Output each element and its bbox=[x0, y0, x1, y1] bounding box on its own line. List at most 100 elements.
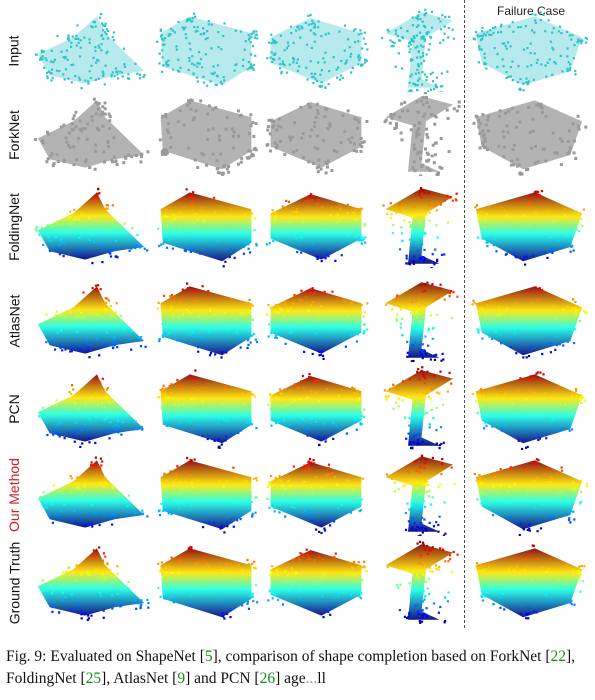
point bbox=[481, 34, 484, 37]
point bbox=[422, 563, 425, 566]
point bbox=[426, 391, 429, 394]
point bbox=[358, 510, 361, 513]
point bbox=[89, 433, 92, 436]
point bbox=[393, 127, 397, 130]
point bbox=[415, 100, 419, 104]
point bbox=[580, 394, 583, 397]
point bbox=[281, 484, 284, 487]
point bbox=[69, 350, 72, 353]
point bbox=[564, 600, 567, 603]
point bbox=[311, 195, 314, 198]
point bbox=[92, 512, 95, 515]
citation-link[interactable]: 25 bbox=[85, 670, 102, 687]
point bbox=[288, 135, 292, 139]
point bbox=[80, 613, 83, 616]
point bbox=[441, 548, 445, 551]
point bbox=[106, 50, 109, 53]
point bbox=[202, 583, 205, 586]
point bbox=[90, 461, 93, 464]
point bbox=[526, 65, 529, 68]
point bbox=[277, 124, 281, 128]
point bbox=[354, 28, 357, 31]
citation-link[interactable]: 22 bbox=[550, 648, 567, 665]
citation-link[interactable]: 26 bbox=[259, 670, 276, 687]
point bbox=[88, 573, 91, 576]
point bbox=[222, 615, 225, 618]
point bbox=[78, 477, 81, 481]
shape-body bbox=[160, 286, 252, 356]
point bbox=[229, 298, 232, 301]
point bbox=[88, 38, 91, 41]
point bbox=[425, 607, 428, 610]
point bbox=[530, 556, 534, 559]
point bbox=[207, 23, 210, 26]
point bbox=[504, 501, 507, 504]
point bbox=[123, 63, 126, 66]
figure-caption: Fig. 9: Evaluated on ShapeNet [5], compa… bbox=[6, 648, 576, 687]
point bbox=[544, 159, 548, 163]
point bbox=[423, 467, 426, 470]
point bbox=[128, 249, 131, 252]
point bbox=[435, 85, 438, 89]
point bbox=[301, 27, 304, 30]
point bbox=[478, 146, 482, 150]
point bbox=[197, 218, 200, 221]
point bbox=[525, 617, 528, 620]
point bbox=[80, 311, 83, 314]
point bbox=[397, 586, 400, 589]
point bbox=[577, 127, 581, 131]
point bbox=[107, 228, 110, 231]
point bbox=[144, 345, 147, 348]
point bbox=[521, 559, 525, 562]
point bbox=[290, 400, 293, 403]
point bbox=[287, 309, 290, 312]
point bbox=[392, 407, 395, 410]
point bbox=[255, 427, 258, 430]
point bbox=[482, 225, 485, 228]
point bbox=[78, 316, 81, 319]
point bbox=[568, 429, 571, 432]
point bbox=[88, 417, 91, 420]
point bbox=[136, 233, 139, 237]
point bbox=[416, 68, 419, 71]
point bbox=[429, 570, 432, 573]
point bbox=[343, 24, 347, 27]
point bbox=[419, 394, 422, 397]
point bbox=[225, 116, 229, 120]
point bbox=[157, 301, 160, 305]
point bbox=[576, 569, 579, 573]
point bbox=[224, 386, 227, 389]
point bbox=[485, 67, 488, 70]
point bbox=[223, 617, 226, 620]
point bbox=[300, 25, 303, 28]
point bbox=[250, 65, 253, 68]
point bbox=[570, 245, 573, 248]
point bbox=[103, 418, 106, 421]
citation-link[interactable]: 9 bbox=[177, 670, 186, 687]
point bbox=[516, 110, 520, 114]
point bbox=[298, 28, 301, 31]
point bbox=[320, 486, 323, 489]
point bbox=[419, 507, 422, 510]
point bbox=[499, 471, 502, 474]
point bbox=[423, 92, 427, 95]
point bbox=[239, 312, 242, 315]
point bbox=[170, 306, 174, 309]
citation-link[interactable]: 5 bbox=[204, 648, 213, 665]
point bbox=[321, 85, 324, 88]
point bbox=[160, 70, 164, 73]
point bbox=[340, 502, 343, 505]
point bbox=[415, 486, 418, 490]
point bbox=[292, 211, 295, 214]
point bbox=[536, 371, 539, 374]
point bbox=[246, 602, 249, 605]
point bbox=[60, 50, 63, 53]
point bbox=[192, 116, 196, 120]
point bbox=[108, 229, 111, 232]
point bbox=[442, 39, 445, 42]
point bbox=[563, 208, 566, 211]
point bbox=[156, 307, 159, 310]
point bbox=[497, 31, 500, 34]
point bbox=[190, 196, 193, 200]
point bbox=[561, 469, 564, 472]
